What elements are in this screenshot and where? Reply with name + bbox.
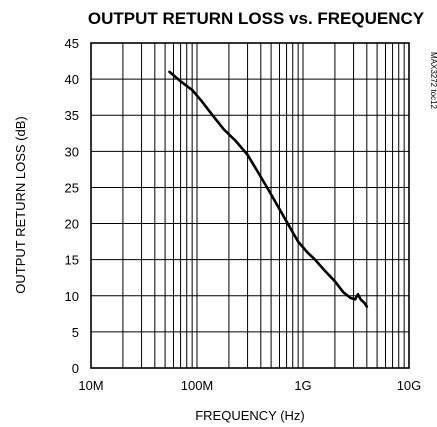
x-tick-labels: 10M 100M 1G 10G	[78, 378, 421, 393]
y-tick-label: 35	[65, 108, 79, 123]
y-tick-label: 25	[65, 180, 79, 195]
y-tick-label: 10	[65, 289, 79, 304]
plot-area	[90, 42, 410, 369]
y-tick-label: 45	[65, 36, 79, 51]
y-tick-label: 20	[65, 217, 79, 232]
chart-title: OUTPUT RETURN LOSS vs. FREQUENCY	[88, 9, 425, 28]
x-tick-label: 10G	[397, 378, 422, 393]
y-tick-label: 0	[72, 361, 79, 376]
y-tick-labels: 0 5 10 15 20 25 30 35 40 45	[65, 36, 79, 376]
y-axis-label: OUTPUT RETURN LOSS (dB)	[13, 116, 28, 293]
y-tick-label: 30	[65, 144, 79, 159]
data-series	[168, 70, 369, 308]
y-tick-label: 40	[65, 72, 79, 87]
y-tick-label: 15	[65, 253, 79, 268]
x-tick-label: 100M	[181, 378, 214, 393]
series-line	[168, 70, 369, 308]
figure-tag: MAX3272 toc12	[429, 52, 437, 109]
x-axis-label: FREQUENCY (Hz)	[195, 408, 305, 423]
grid	[90, 42, 409, 369]
x-tick-label: 1G	[294, 378, 311, 393]
y-tick-label: 5	[72, 325, 79, 340]
x-tick-label: 10M	[78, 378, 103, 393]
